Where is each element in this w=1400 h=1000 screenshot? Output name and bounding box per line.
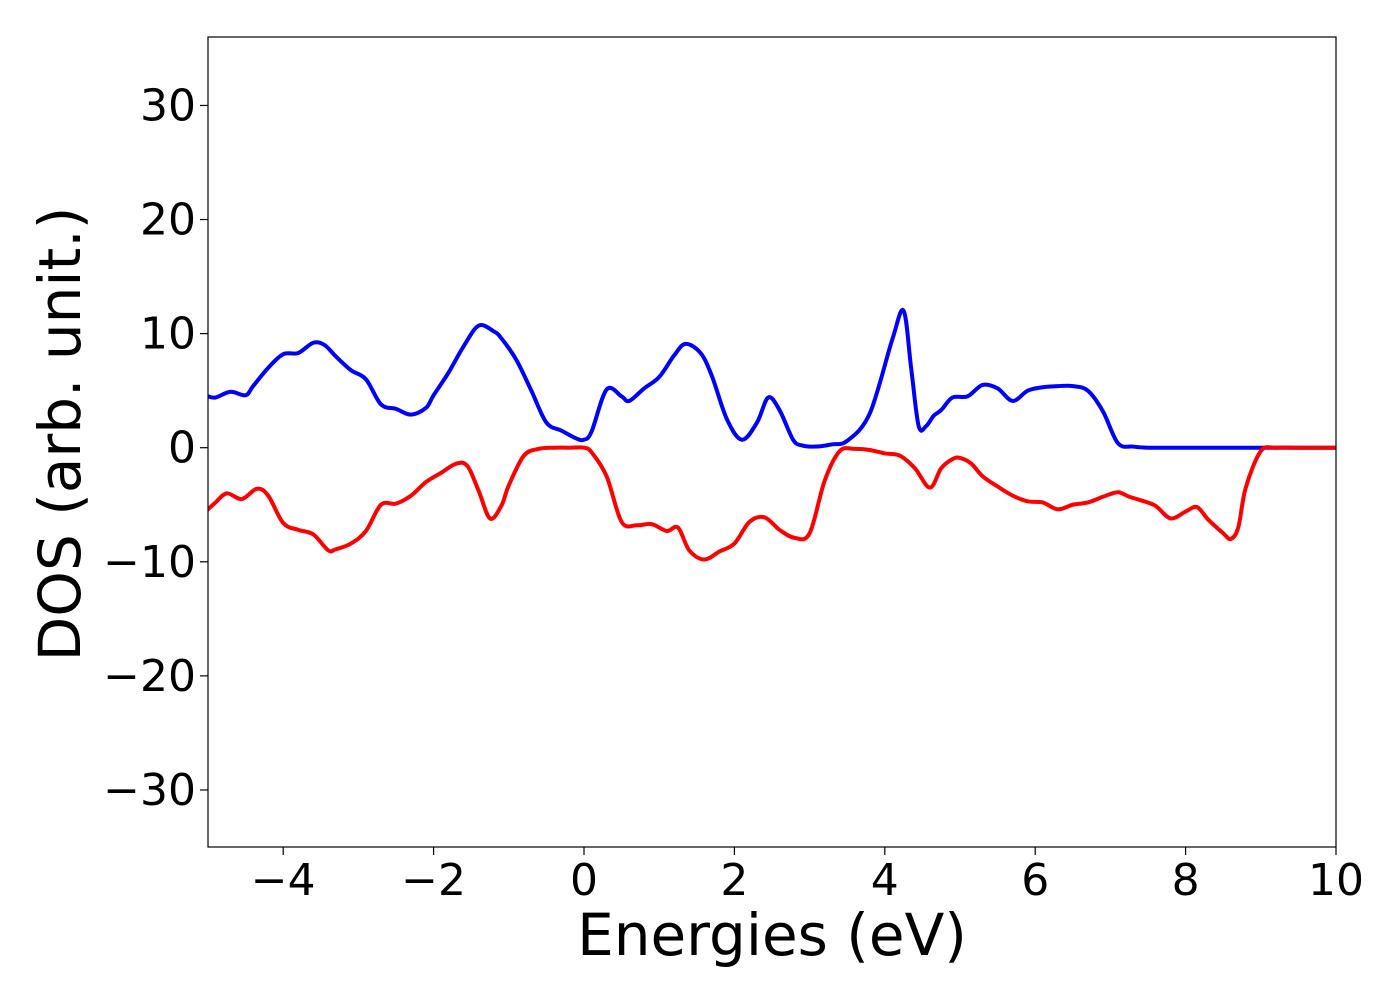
y-tick-label: −20 bbox=[103, 651, 196, 702]
x-tick-label: −2 bbox=[401, 855, 466, 906]
x-tick-label: 2 bbox=[720, 855, 748, 906]
series-line-spin-down bbox=[208, 445, 1336, 562]
x-tick-label: 4 bbox=[871, 855, 899, 906]
y-tick-label: 0 bbox=[168, 423, 196, 474]
axes-frame bbox=[207, 36, 1337, 848]
y-tick-label: −30 bbox=[103, 765, 196, 816]
x-axis-title: Energies (eV) bbox=[577, 901, 967, 969]
y-axis-title: DOS (arb. unit.) bbox=[26, 207, 94, 662]
series-line-spin-up bbox=[208, 307, 1336, 450]
x-tick-label: 6 bbox=[1021, 855, 1049, 906]
x-tick-label: 0 bbox=[570, 855, 598, 906]
y-tick-label: 10 bbox=[140, 309, 196, 360]
plot-area bbox=[208, 307, 1336, 562]
x-tick-label: 8 bbox=[1172, 855, 1200, 906]
y-axis-ticks: −30 −20 −10 0 10 20 30 bbox=[103, 80, 208, 816]
y-tick-label: 20 bbox=[140, 195, 196, 246]
x-tick-label: 10 bbox=[1308, 855, 1364, 906]
y-tick-label: 30 bbox=[140, 80, 196, 131]
x-axis-ticks: −4 −2 0 2 4 6 8 10 bbox=[251, 847, 1364, 906]
y-tick-label: −10 bbox=[103, 537, 196, 588]
x-tick-label: −4 bbox=[251, 855, 316, 906]
